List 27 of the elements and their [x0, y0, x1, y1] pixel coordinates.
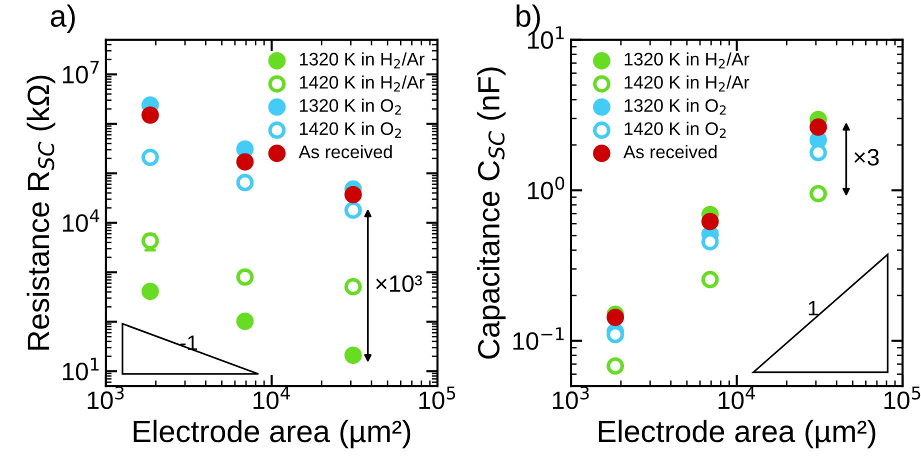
legend-label: 1420 K in H$_{2}$/Ar: [300, 75, 424, 92]
legend-label: 1420 K in O$_{2}$: [624, 122, 726, 138]
legend-label: As received: [623, 145, 717, 158]
annotation: ×10³: [376, 275, 422, 292]
legend-label: 1420 K in O$_{2}$: [300, 122, 401, 138]
legend-label: As received: [298, 145, 392, 158]
annotation: ×3: [854, 148, 879, 166]
y-axis-title: Capacitance C$_{SC}$ (nF): [477, 68, 506, 359]
x-tick-label: 10$^{5}$: [884, 386, 920, 410]
legend-label: 1320 K in O$_{2}$: [624, 98, 726, 115]
y-tick-label: 10$^{4}$: [62, 209, 100, 232]
y-tick-label: 10$^{0}$: [528, 176, 564, 200]
x-tick-label: 10$^{4}$: [718, 386, 755, 410]
x-axis-title: Electrode area (µm²): [598, 420, 876, 448]
x-tick-label: 10$^{5}$: [419, 386, 456, 410]
annotation: 1: [808, 300, 818, 316]
legend-label: 1320 K in O$_{2}$: [300, 98, 401, 115]
y-tick-label: 10$^{1}$: [62, 358, 99, 380]
chart-title: a): [50, 4, 75, 33]
legend-label: 1320 K in H$_{2}$/Ar: [300, 52, 424, 68]
y-tick-label: 10$^{7}$: [62, 60, 99, 84]
legend-label: 1420 K in H$_{2}$/Ar: [624, 75, 750, 92]
y-tick-label: 10$^{−1}$: [513, 327, 564, 350]
x-tick-label: 10$^{4}$: [254, 386, 290, 410]
x-axis-title: Electrode area (µm²): [134, 420, 410, 448]
legend-label: 1320 K in H$_{2}$/Ar: [624, 52, 750, 68]
y-axis-title: Resistance R$_{SC}$ (kΩ): [26, 76, 56, 350]
